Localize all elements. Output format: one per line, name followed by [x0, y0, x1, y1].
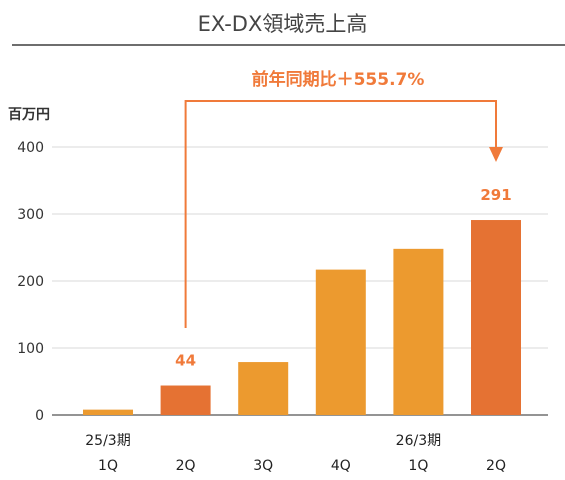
y-tick-label: 0 — [35, 408, 44, 424]
y-tick-label: 300 — [17, 207, 44, 223]
bar — [315, 269, 366, 415]
bar-value-label: 291 — [480, 186, 511, 204]
x-tick-label: 1Q — [98, 458, 118, 474]
x-tick-label: 3Q — [253, 458, 273, 474]
x-tick-label: 1Q — [408, 458, 428, 474]
y-axis-unit-label: 百万円 — [8, 107, 50, 123]
x-tick-label: 2Q — [176, 458, 196, 474]
y-tick-label: 400 — [17, 140, 44, 156]
y-tick-label: 200 — [17, 274, 44, 290]
bar — [393, 248, 444, 415]
x-tick-label: 4Q — [331, 458, 351, 474]
bar — [471, 220, 521, 415]
bar — [238, 362, 289, 415]
title-underline — [12, 44, 565, 46]
bar-value-label: 44 — [175, 352, 196, 370]
x-tick-label: 2Q — [486, 458, 506, 474]
period-label: 26/3期 — [396, 433, 441, 449]
period-label: 25/3期 — [85, 433, 130, 449]
yoy-growth-annotation: 前年同期比＋555.7% — [252, 69, 425, 90]
y-tick-label: 100 — [17, 341, 44, 357]
comparison-bracket — [184, 100, 497, 328]
bar — [160, 385, 211, 415]
bar — [83, 409, 133, 415]
chart-title: EX-DX領域売上高 — [197, 12, 368, 36]
arrow-head-icon — [489, 147, 503, 162]
